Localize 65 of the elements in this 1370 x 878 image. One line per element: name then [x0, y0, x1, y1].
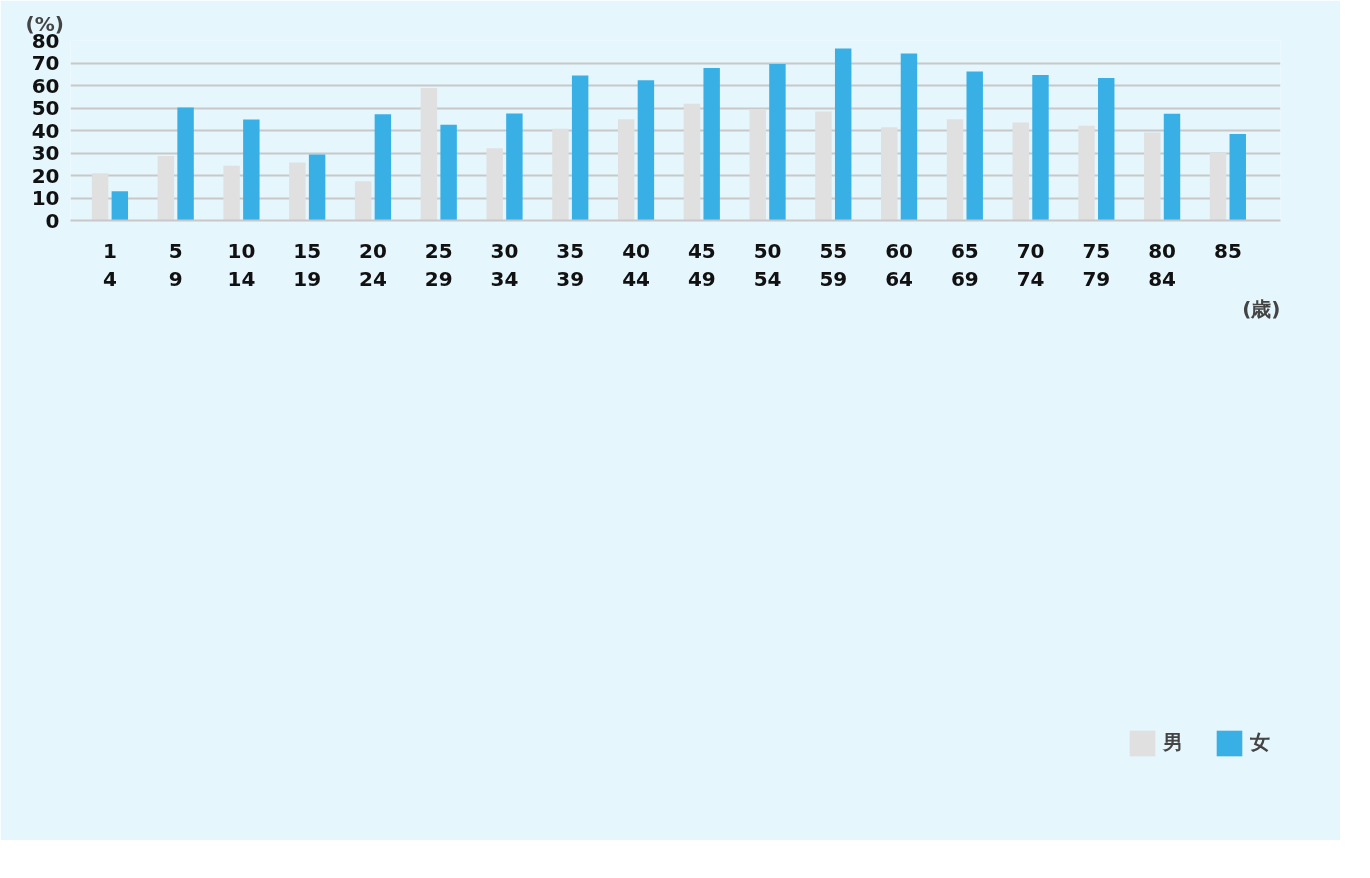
y-tick-label: 20 [31, 163, 60, 188]
y-tick-label: 50 [31, 96, 60, 120]
bar [506, 113, 523, 221]
y-tick-label: 70 [31, 51, 60, 75]
bar [946, 119, 964, 221]
x-tick-label: 75 79 [1082, 238, 1111, 292]
bar [1032, 74, 1049, 221]
bar [552, 128, 569, 221]
bar [223, 165, 240, 221]
bar [1012, 122, 1029, 221]
legend-label: 男 [1163, 729, 1183, 757]
bar [834, 48, 852, 221]
bar [91, 173, 109, 221]
bar [1229, 134, 1246, 221]
y-tick-label: 30 [31, 141, 60, 165]
bar [749, 108, 766, 221]
bar [157, 155, 175, 221]
bar [769, 63, 786, 221]
bar [308, 154, 326, 221]
x-tick-label: 25 29 [424, 238, 453, 292]
y-tick-label: 0 [45, 208, 60, 233]
bar [683, 103, 701, 221]
bar [1209, 153, 1227, 221]
x-tick-label: 35 39 [556, 238, 585, 292]
bar [243, 119, 260, 221]
x-tick-label: 80 84 [1148, 238, 1177, 292]
bar [289, 162, 306, 221]
x-tick-label: 20 24 [359, 238, 387, 292]
x-tick-label: 85 [1213, 238, 1242, 263]
x-tick-label: 60 64 [885, 238, 914, 292]
x-tick-label: 40 44 [622, 238, 650, 292]
bar [881, 127, 898, 221]
x-tick-label: 65 69 [950, 238, 979, 292]
bar [354, 181, 372, 221]
bar [571, 75, 589, 221]
x-tick-label: 1 4 [103, 238, 117, 292]
x-axis-title: (歳) [1242, 296, 1281, 321]
bar [420, 87, 438, 221]
y-tick-label: 40 [31, 118, 60, 143]
bar [1078, 125, 1095, 221]
bar [177, 107, 194, 221]
legend-label: 女 [1250, 729, 1270, 757]
bar [637, 80, 655, 221]
x-tick-label: 30 34 [490, 238, 519, 292]
bar [703, 67, 720, 221]
bar [486, 148, 503, 221]
x-tick-label: 15 19 [293, 238, 322, 292]
y-tick-label: 10 [31, 186, 60, 210]
bar [440, 124, 457, 221]
x-tick-label: 45 49 [687, 238, 716, 292]
bar [1163, 113, 1181, 221]
bar [900, 53, 918, 221]
x-tick-label: 10 14 [227, 238, 256, 292]
bar [1144, 132, 1161, 221]
x-tick-label: 70 74 [1016, 238, 1045, 292]
x-tick-label: 50 54 [753, 238, 782, 292]
bar [374, 114, 392, 221]
bar [111, 191, 129, 221]
bar [617, 119, 635, 221]
bar [815, 111, 832, 221]
bar [966, 71, 983, 221]
x-tick-label: 5 9 [168, 238, 183, 292]
y-tick-label: 60 [31, 73, 60, 98]
bar [1098, 78, 1115, 221]
x-tick-label: 55 59 [819, 238, 848, 292]
